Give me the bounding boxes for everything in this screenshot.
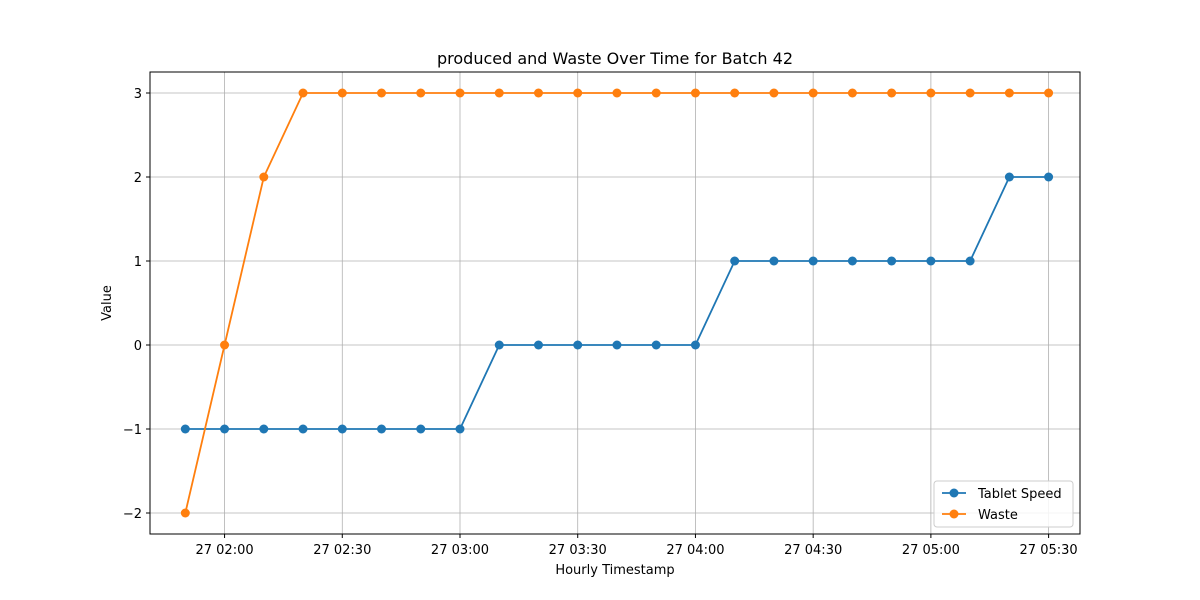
data-point (887, 256, 897, 266)
data-point (847, 256, 857, 266)
x-tick-label: 27 03:30 (549, 543, 607, 558)
data-point (1004, 88, 1014, 98)
legend-marker (949, 488, 959, 498)
data-point (730, 88, 740, 98)
y-tick-label: 1 (134, 255, 142, 270)
data-point (1044, 88, 1054, 98)
data-point (926, 256, 936, 266)
data-point (298, 88, 308, 98)
data-point (965, 256, 975, 266)
data-point (494, 88, 504, 98)
data-point (651, 340, 661, 350)
data-point (455, 424, 465, 434)
x-axis-label: Hourly Timestamp (555, 563, 674, 578)
data-point (808, 88, 818, 98)
y-tick-label: 0 (134, 339, 142, 354)
data-point (298, 424, 308, 434)
data-point (180, 508, 190, 518)
x-tick-label: 27 03:00 (431, 543, 489, 558)
plot-frame (149, 71, 1081, 535)
y-axis-ticks: −2 −1 0 1 2 3 (123, 87, 150, 522)
data-point (573, 340, 583, 350)
data-point (573, 88, 583, 98)
data-point (259, 424, 269, 434)
x-axis-ticks: 27 02:00 27 02:30 27 03:00 27 03:30 27 04:00… (195, 534, 1078, 558)
data-point (533, 340, 543, 350)
series-tablet-speed (180, 172, 1054, 434)
data-point (259, 172, 269, 182)
data-point (612, 340, 622, 350)
data-point (337, 88, 347, 98)
data-point (494, 340, 504, 350)
data-point (887, 88, 897, 98)
legend-label: Tablet Speed (977, 487, 1062, 502)
data-point (220, 340, 230, 350)
data-point (690, 340, 700, 350)
data-point (377, 424, 387, 434)
data-point (1044, 172, 1054, 182)
y-tick-label: −1 (123, 423, 142, 438)
legend-marker (949, 509, 959, 519)
y-tick-label: 2 (134, 171, 142, 186)
y-tick-label: 3 (134, 87, 142, 102)
data-point (220, 424, 230, 434)
x-tick-label: 27 02:00 (195, 543, 253, 558)
legend: Tablet Speed Waste (933, 480, 1074, 528)
x-tick-label: 27 05:30 (1020, 543, 1078, 558)
y-axis-label: Value (100, 285, 115, 321)
data-point (416, 88, 426, 98)
legend-label: Waste (978, 508, 1018, 523)
data-point (416, 424, 426, 434)
data-point (965, 88, 975, 98)
data-point (847, 88, 857, 98)
x-tick-label: 27 02:30 (313, 543, 371, 558)
data-point (769, 256, 779, 266)
legend-box (933, 480, 1074, 528)
data-point (651, 88, 661, 98)
series-waste (180, 88, 1054, 518)
y-tick-label: −2 (123, 507, 142, 522)
data-point (690, 88, 700, 98)
data-point (180, 424, 190, 434)
series-layer (180, 88, 1054, 518)
data-point (377, 88, 387, 98)
x-tick-label: 27 04:00 (666, 543, 724, 558)
x-tick-label: 27 05:00 (902, 543, 960, 558)
data-point (533, 88, 543, 98)
data-point (926, 88, 936, 98)
data-point (612, 88, 622, 98)
data-point (808, 256, 818, 266)
data-point (769, 88, 779, 98)
data-point (1004, 172, 1014, 182)
data-point (337, 424, 347, 434)
data-point (455, 88, 465, 98)
x-tick-label: 27 04:30 (784, 543, 842, 558)
data-point (730, 256, 740, 266)
chart-title: produced and Waste Over Time for Batch 4… (437, 49, 793, 68)
